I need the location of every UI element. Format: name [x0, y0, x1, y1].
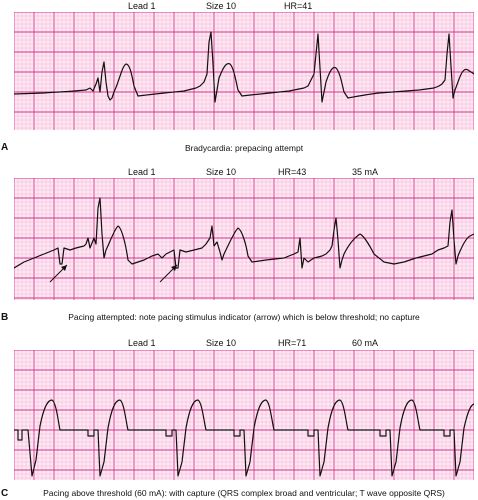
- ecg-trace: [14, 197, 474, 269]
- size-label: Size 10: [206, 167, 237, 177]
- ecg-svg-c: [14, 350, 474, 480]
- size-label: Size 10: [206, 338, 237, 348]
- size-label: Size 10: [206, 1, 237, 11]
- ecg-strip-a: [14, 12, 474, 130]
- panel-caption: Bradycardia: prepacing attempt: [184, 143, 304, 153]
- panel-b: Lead 1 Size 10 HR=43 35 mA B Pacing atte…: [0, 166, 478, 336]
- heart-rate-label: HR=43: [278, 167, 307, 177]
- ecg-svg-b: [14, 178, 474, 300]
- ecg-strip-b: [14, 178, 474, 300]
- panel-letter: A: [1, 142, 9, 153]
- grid-paper: [14, 350, 474, 480]
- panel-letter: B: [1, 312, 9, 323]
- heart-rate-label: HR=71: [278, 338, 307, 348]
- pacing-arrow-1: [49, 264, 68, 283]
- panel-caption: Pacing attempted: note pacing stimulus i…: [68, 312, 420, 322]
- pacing-arrow-2: [159, 264, 178, 283]
- ecg-grid: [14, 178, 474, 300]
- pacing-current-label: 35 mA: [352, 167, 379, 177]
- lead-label: Lead 1: [128, 338, 156, 348]
- pacing-current-label: 60 mA: [352, 338, 379, 348]
- lead-label: Lead 1: [128, 167, 156, 177]
- ecg-trace: [14, 399, 474, 477]
- ecg-strip-c: [14, 350, 474, 480]
- lead-label: Lead 1: [128, 1, 156, 11]
- panel-letter: C: [1, 488, 9, 499]
- heart-rate-label: HR=41: [284, 1, 313, 11]
- ecg-svg-a: [14, 12, 474, 130]
- panel-caption: Pacing above threshold (60 mA): with cap…: [43, 488, 445, 498]
- ecg-grid: [14, 350, 474, 480]
- panel-a: Lead 1 Size 10 HR=41 A Bradycardia: prep…: [0, 0, 478, 165]
- panel-c: Lead 1 Size 10 HR=71 60 mA C Pacing abov…: [0, 337, 478, 500]
- ecg-trace: [14, 31, 474, 103]
- ecg-grid: [14, 12, 474, 130]
